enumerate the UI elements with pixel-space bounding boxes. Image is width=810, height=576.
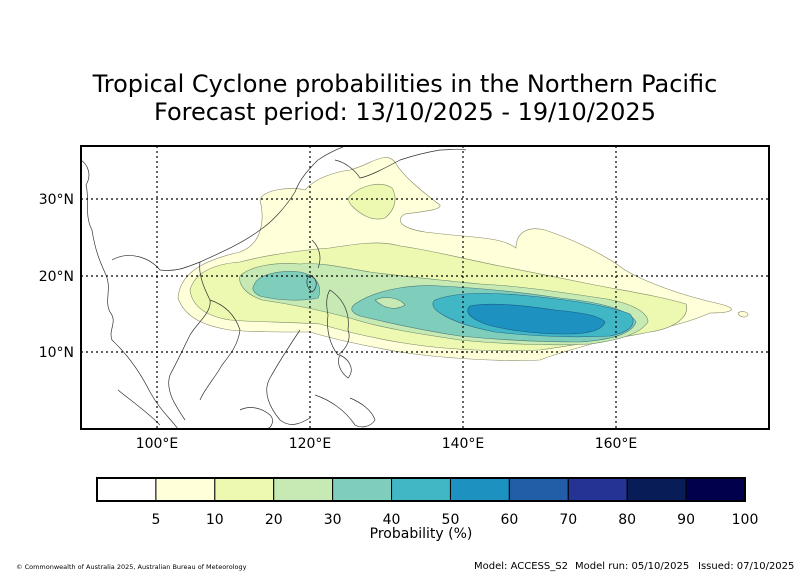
- colorbar-tick-label: 40: [383, 512, 401, 528]
- colorbar-tick-label: 80: [618, 512, 636, 528]
- colorbar-tick-label: 100: [732, 512, 759, 528]
- model-name: Model: ACCESS_S2: [474, 561, 568, 572]
- lat-label-10n: 10°N: [39, 345, 74, 361]
- colorbar-cell: [391, 477, 451, 502]
- gridlines: [81, 146, 769, 429]
- coastlines: [81, 146, 467, 429]
- prob-band-10-20-north: [348, 184, 396, 220]
- map-frame: [80, 145, 770, 430]
- colorbar-cell: [214, 477, 275, 502]
- lon-label-120e: 120°E: [289, 436, 332, 452]
- colorbar-tick-label: 90: [677, 512, 695, 528]
- colorbar: 5 10 20 30 40 50 60 70 80 90 100 Probability (%): [96, 477, 758, 542]
- lat-label-30n: 30°N: [39, 192, 74, 208]
- copyright-notice: © Commonwealth of Australia 2025, Austra…: [16, 563, 247, 571]
- model-run-date: Model run: 05/10/2025: [575, 561, 690, 572]
- colorbar-tick-label: 30: [324, 512, 342, 528]
- forecast-period: Forecast period: 13/10/2025 - 19/10/2025: [154, 98, 656, 126]
- colorbar-cell: [626, 477, 687, 502]
- colorbar-tick-label: 60: [500, 512, 518, 528]
- prob-band-50-60: [467, 303, 606, 335]
- colorbar-tick-label: 10: [206, 512, 224, 528]
- colorbar-cells: [96, 477, 746, 502]
- colorbar-cell: [155, 477, 216, 502]
- lon-label-140e: 140°E: [442, 436, 485, 452]
- colorbar-frame: [96, 477, 746, 502]
- prob-band-5-10-east: [737, 311, 749, 318]
- colorbar-cell: [96, 477, 157, 502]
- colorbar-tick-label: 70: [559, 512, 577, 528]
- lat-label-20n: 20°N: [39, 269, 74, 285]
- colorbar-cell: [449, 477, 510, 502]
- lon-label-100e: 100°E: [136, 436, 179, 452]
- colorbar-ticks: 5 10 20 30 40 50 60 70 80 90 100: [151, 512, 758, 528]
- colorbar-cell: [273, 477, 334, 502]
- issued-date: Issued: 07/10/2025: [698, 561, 795, 572]
- colorbar-tick-label: 20: [265, 512, 283, 528]
- colorbar-label: Probability (%): [370, 526, 473, 542]
- colorbar-cell: [685, 477, 746, 502]
- colorbar-cell: [508, 477, 569, 502]
- colorbar-tick-label: 5: [151, 512, 160, 528]
- colorbar-tick-label: 50: [442, 512, 460, 528]
- lon-label-160e: 160°E: [595, 436, 638, 452]
- prob-band-30-40-hole: [374, 297, 406, 309]
- colorbar-cell: [567, 477, 628, 502]
- map-title: Tropical Cyclone probabilities in the No…: [92, 70, 718, 98]
- probability-map: [81, 146, 749, 429]
- colorbar-cell: [332, 477, 393, 502]
